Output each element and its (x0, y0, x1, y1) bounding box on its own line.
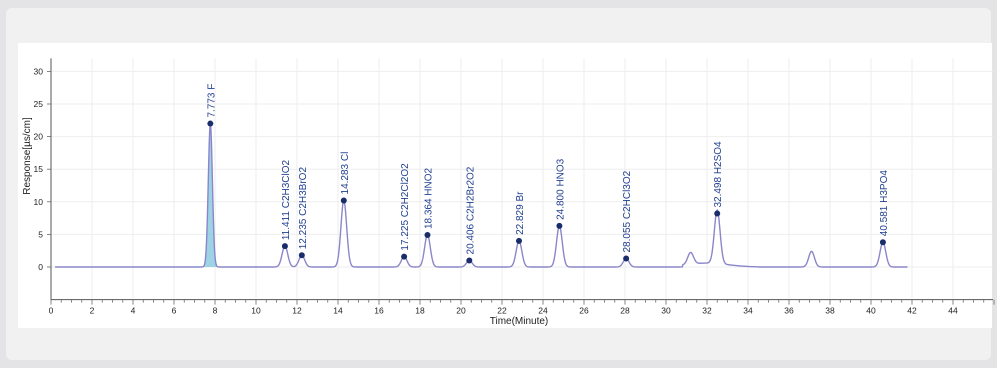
x-tick-label: 18 (415, 306, 425, 316)
y-tick-label: 10 (34, 197, 44, 207)
peak-marker (623, 255, 630, 262)
x-tick-label: 40 (866, 306, 876, 316)
x-tick-label: 16 (374, 306, 384, 316)
peak-label: 12.235 C2H3BrO2 (298, 167, 309, 250)
y-tick-label: 15 (34, 164, 44, 174)
x-tick-label: 20 (456, 306, 466, 316)
x-tick-label: 36 (784, 306, 794, 316)
y-tick-label: 0 (38, 262, 43, 272)
peak-marker (424, 232, 431, 239)
peak-label: 11.411 C2H3ClO2 (281, 159, 292, 240)
x-tick-label: 0 (49, 306, 54, 316)
x-tick-label: 24 (538, 306, 548, 316)
peak-label: 24.800 HNO3 (555, 158, 566, 220)
x-tick-label: 44 (948, 306, 958, 316)
peak-label: 7.773 F (206, 84, 217, 118)
marker-layer (207, 120, 886, 264)
peak-marker (466, 257, 473, 264)
peak-marker (340, 197, 347, 204)
y-axis-title: Response[µs/cm] (22, 117, 33, 195)
peak-label: 32.498 H2SO4 (713, 141, 724, 208)
peak-marker (207, 120, 214, 127)
x-tick-label: 30 (661, 306, 671, 316)
y-tick-label: 5 (38, 229, 43, 239)
peak-label: 17.225 C2H2Cl2O2 (400, 163, 411, 251)
peak-label: 22.829 Br (515, 191, 526, 235)
peak-label: 18.364 HNO2 (423, 167, 434, 229)
axis-layer: 0 2 4 6 8 10 12 14 16 18 20 22 24 26 28 30 32 34 36 38 40 42 4… (34, 58, 995, 316)
y-tick-label: 30 (34, 66, 44, 76)
x-tick-label: 6 (172, 306, 177, 316)
x-tick-label: 8 (213, 306, 218, 316)
x-tick-label: 22 (497, 306, 507, 316)
x-tick-label: 34 (743, 306, 753, 316)
x-tick-label: 10 (251, 306, 261, 316)
peak-label: 20.406 C2H2Br2O2 (465, 166, 476, 254)
label-layer: 7.773 F 11.411 C2H3ClO2 12.235 C2H3BrO2 14.… (206, 84, 890, 255)
x-tick-label: 14 (333, 306, 343, 316)
x-tick-label: 26 (579, 306, 589, 316)
peak-marker (556, 222, 563, 229)
peak-marker (281, 243, 288, 250)
x-tick-label: 42 (907, 306, 917, 316)
x-tick-label: 38 (825, 306, 835, 316)
peak-marker (401, 253, 408, 260)
x-axis-title: Time(Minute) (490, 316, 549, 327)
peak-label: 14.283 Cl (340, 152, 351, 195)
y-tick-label: 20 (34, 132, 44, 142)
grid-layer (50, 58, 993, 300)
f-peak-fill (200, 123, 221, 268)
peak-marker (879, 239, 886, 246)
x-tick-label: 4 (131, 306, 136, 316)
peak-marker (298, 252, 305, 259)
peak-label: 28.055 C2HCl3O2 (622, 170, 633, 252)
peak-marker (515, 237, 522, 244)
y-tick-label: 25 (34, 99, 44, 109)
peak-label: 40.581 H3PO4 (879, 170, 890, 237)
chromatogram-trace (55, 121, 908, 268)
x-tick-label: 2 (90, 306, 95, 316)
trace-layer (55, 121, 908, 268)
x-tick-label: 12 (292, 306, 302, 316)
x-tick-label: 28 (620, 306, 630, 316)
x-tick-label: 32 (702, 306, 712, 316)
peak-marker (714, 210, 721, 217)
